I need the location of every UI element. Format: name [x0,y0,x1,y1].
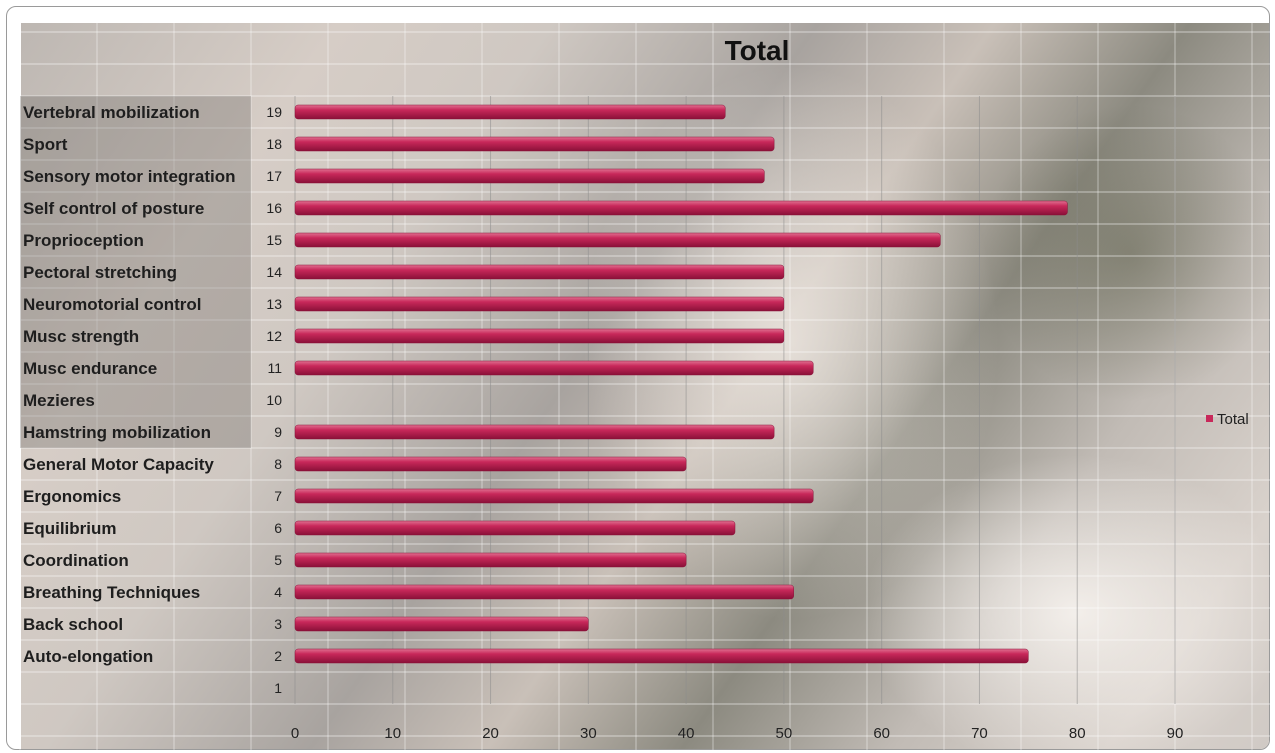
bar [294,104,726,120]
x-tick-label: 20 [482,725,499,742]
category-label: Auto-elongation [23,647,153,666]
category-label: Pectoral stretching [23,263,177,282]
category-tick-label: 8 [274,456,282,472]
category-tick-label: 9 [274,424,282,440]
bar [294,136,775,152]
category-label: Ergonomics [23,487,121,506]
bar [294,584,794,600]
category-label: Neuromotorial control [23,295,202,314]
category-label: Self control of posture [23,199,204,218]
category-tick-label: 14 [266,264,282,280]
x-tick-label: 50 [776,725,793,742]
category-label: Hamstring mobilization [23,423,211,442]
bars [294,104,1068,664]
bar [294,648,1029,664]
category-tick-label: 11 [267,360,282,376]
category-label: Sport [23,135,68,154]
bar [294,168,765,184]
category-label: General Motor Capacity [23,455,214,474]
category-label: Coordination [23,551,129,570]
bar [294,552,687,568]
category-tick-label: 7 [274,488,282,504]
category-label: Mezieres [23,391,95,410]
x-tick-label: 10 [384,725,401,742]
bar [294,424,775,440]
x-tick-label: 60 [873,725,890,742]
category-tick-label: 4 [274,584,282,600]
category-tick-label: 5 [274,552,282,568]
category-tick-label: 10 [266,392,282,408]
bar [294,456,687,472]
category-label: Breathing Techniques [23,583,200,602]
category-label: Musc strength [23,327,139,346]
bar [294,360,814,376]
bar [294,264,785,280]
category-label: Vertebral mobilization [23,103,200,122]
category-labels: 1 Auto-elongation 2 Back school 3 Breathing T… [23,103,282,696]
axis-ticks: 0 10 20 30 40 50 60 70 80 90 [291,725,1184,742]
category-tick-label: 6 [274,520,282,536]
category-tick-label: 19 [266,104,282,120]
bar [294,520,736,536]
legend-label: Total [1217,411,1249,428]
bar [294,488,814,504]
bar [294,296,785,312]
label-band [20,96,251,448]
bar [294,200,1068,216]
category-tick-label: 18 [266,136,282,152]
category-label: Musc endurance [23,359,157,378]
x-tick-label: 90 [1167,725,1184,742]
bar [294,616,589,632]
x-tick-label: 0 [291,725,299,742]
category-label: Equilibrium [23,519,117,538]
category-tick-label: 13 [266,296,282,312]
category-label: Proprioception [23,231,144,250]
bar [294,232,941,248]
category-tick-label: 2 [274,648,282,664]
x-tick-label: 70 [971,725,988,742]
category-tick-label: 1 [274,680,282,696]
grid [19,20,1272,753]
x-tick-label: 30 [580,725,597,742]
category-label: Back school [23,615,123,634]
category-tick-label: 12 [266,328,282,344]
legend: Total [1206,411,1249,428]
category-tick-label: 3 [274,616,282,632]
category-tick-label: 15 [266,232,282,248]
category-label: Sensory motor integration [23,167,236,186]
bar [294,328,785,344]
category-tick-label: 17 [266,168,282,184]
x-tick-label: 80 [1069,725,1086,742]
x-tick-label: 40 [678,725,695,742]
category-tick-label: 16 [266,200,282,216]
chart-title: Total [725,35,790,66]
legend-swatch [1206,415,1213,422]
